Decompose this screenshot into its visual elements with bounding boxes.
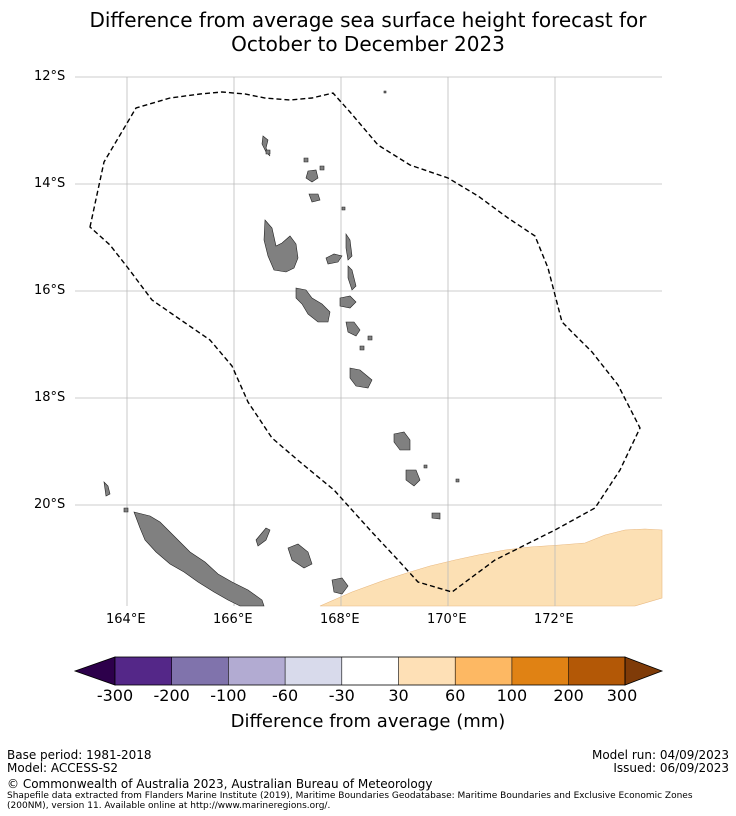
island-tanna (393, 431, 411, 451)
island-espiritu-santo (263, 219, 299, 273)
lat-label-12s: 12°S (34, 69, 66, 84)
title-line-1: Difference from average sea surface heig… (89, 8, 647, 32)
lat-label-14s: 14°S (34, 176, 66, 191)
island-ambae (325, 253, 343, 265)
island-maewo (345, 233, 353, 261)
island-pentecost (347, 265, 357, 291)
lon-label-170e: 170°E (427, 612, 467, 627)
model-name: Model: ACCESS-S2 (7, 761, 119, 775)
colorbar-label: Difference from average (mm) (230, 711, 506, 732)
island-loyalty-1 (287, 543, 313, 569)
island-belep (103, 481, 111, 497)
colorbar-tick: -200 (153, 686, 190, 705)
colorbar-tick: 30 (388, 686, 409, 705)
lon-label-172e: 172°E (534, 612, 574, 627)
colorbar-tick: 200 (553, 686, 584, 705)
lat-label-16s: 16°S (34, 283, 66, 298)
map-panel (75, 76, 663, 607)
anomaly-region (319, 528, 663, 607)
model-run: Model run: 04/09/2023 (591, 748, 729, 762)
colorbar-tick: 300 (606, 686, 638, 705)
island-loyalty-2 (331, 577, 349, 595)
lon-label-166e: 166°E (213, 612, 253, 627)
lon-label-164e: 164°E (106, 612, 146, 627)
shapefile-credit-1: Shapefile data extracted from Flanders M… (7, 791, 693, 801)
issued-date: Issued: 06/09/2023 (613, 761, 729, 775)
island-loyalty-3 (255, 527, 271, 547)
island-erromango (405, 469, 421, 487)
island-ambrym (339, 295, 357, 309)
island-malekula (295, 287, 331, 323)
base-period: Base period: 1981-2018 (7, 748, 152, 762)
shapefile-credit-2: (200NM), version 11. Available online at… (7, 801, 331, 811)
gridlines (75, 76, 662, 606)
lat-label-18s: 18°S (34, 390, 66, 405)
colorbar-tick: 100 (496, 686, 528, 705)
island-vanua-lava (305, 169, 319, 183)
island-gaua (308, 193, 321, 203)
colorbar-segment-7 (455, 657, 512, 685)
island-new-caledonia (133, 511, 265, 607)
land-masses (103, 90, 460, 607)
island-efate (349, 367, 373, 389)
colorbar-segment-5 (341, 657, 399, 685)
colorbar (73, 656, 664, 686)
colorbar-tick: -30 (328, 686, 355, 705)
lat-label-20s: 20°S (34, 497, 66, 512)
eez-boundary (89, 91, 641, 593)
colorbar-extend-high (624, 656, 664, 686)
colorbar-segment-2 (171, 657, 229, 685)
colorbar-segment-4 (285, 657, 342, 685)
chart-title: Difference from average sea surface heig… (0, 8, 736, 56)
island-torres (261, 135, 271, 157)
colorbar-segment-8 (511, 657, 569, 685)
colorbar-tick: -100 (210, 686, 247, 705)
colorbar-tick: 60 (445, 686, 466, 705)
colorbar-segment-3 (228, 657, 286, 685)
colorbar-segment-9 (568, 657, 625, 685)
title-line-2: October to December 2023 (231, 32, 505, 56)
copyright: © Commonwealth of Australia 2023, Austra… (7, 777, 433, 791)
island-epi (345, 321, 361, 337)
island-aneityum (431, 512, 441, 520)
lon-label-168e: 168°E (320, 612, 360, 627)
colorbar-extend-low (73, 656, 116, 686)
colorbar-tick: -300 (96, 686, 134, 705)
colorbar-tick: -60 (272, 686, 299, 705)
colorbar-segment-6 (398, 657, 456, 685)
colorbar-segment-1 (115, 657, 172, 685)
